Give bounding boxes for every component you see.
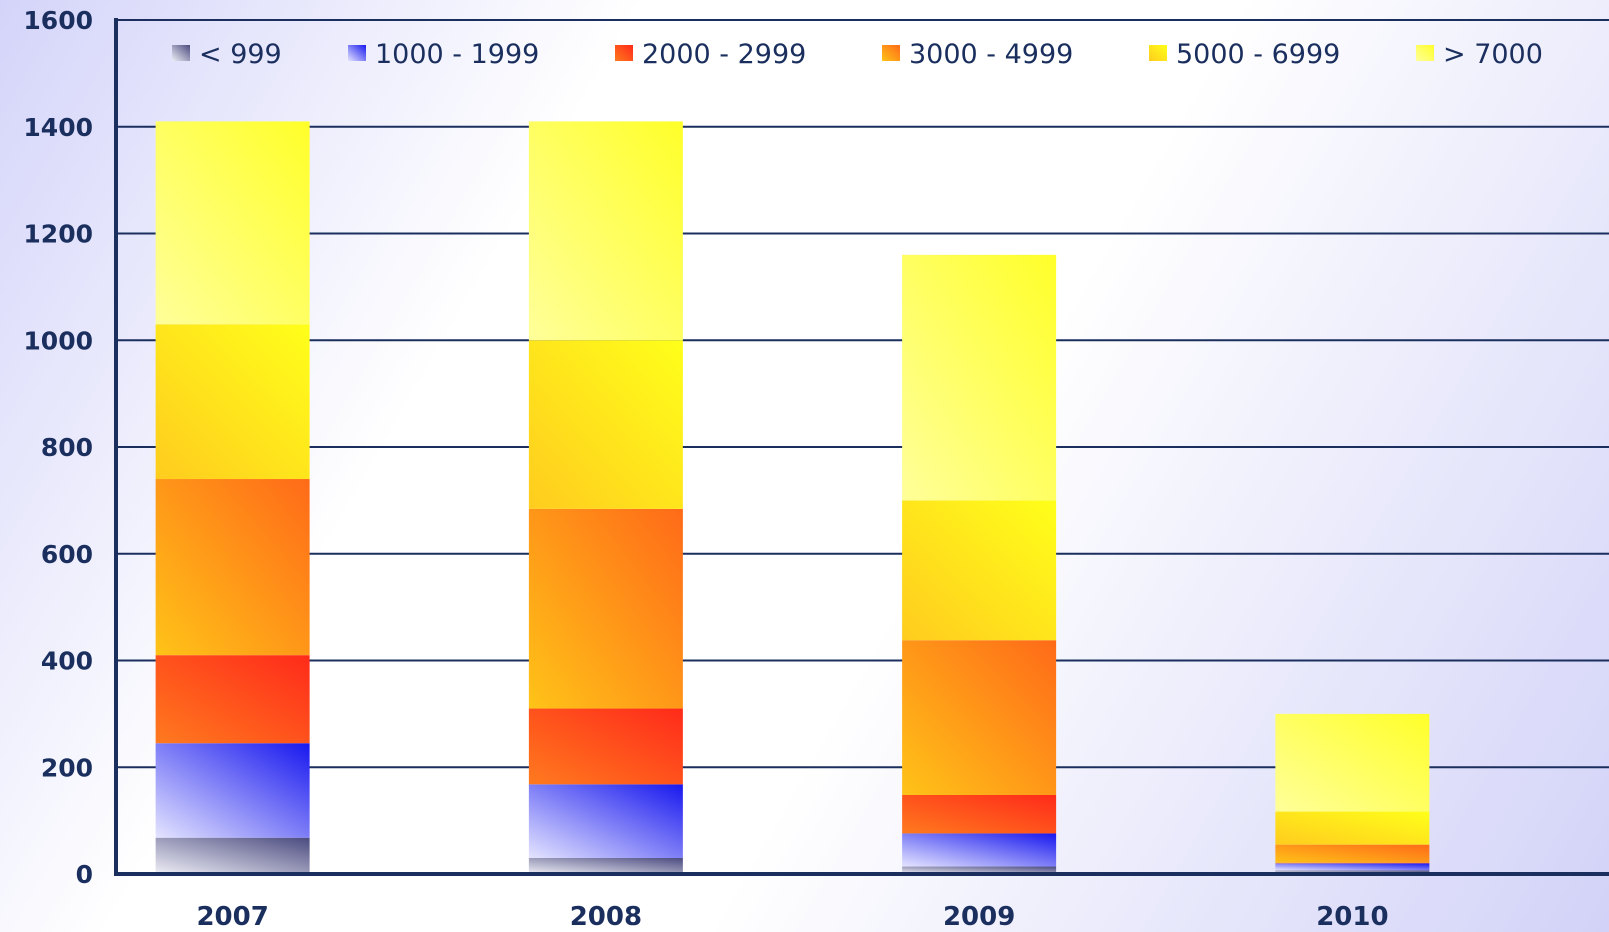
bar-2008-1 [528,784,683,858]
legend-label: > 7000 [1443,39,1543,70]
x-category-labels: 2007 2008 2009 2010 [196,902,1388,932]
axes [114,18,1609,876]
legend-swatch [348,45,366,61]
bar-2009-5 [902,254,1057,501]
y-tick-label: 1400 [23,113,93,142]
bars [155,121,1430,874]
y-tick-label: 600 [41,540,93,569]
bar-2009-2 [902,795,1057,834]
bar-2009-0 [902,866,1057,874]
bar-2010-3 [1275,844,1430,863]
bar-2010-2 [1275,862,1430,864]
bar-2010-5 [1275,713,1430,812]
legend-swatch [172,45,190,61]
bar-2007-1 [155,743,310,838]
y-tick-labels: 0 200 400 600 800 1000 1200 1400 1600 [23,6,93,889]
bar-2008-5 [528,121,683,341]
legend-swatch [882,45,900,61]
legend: < 999 1000 - 1999 2000 - 2999 3000 - 4999 50… [172,39,1543,70]
legend-label: 1000 - 1999 [375,39,539,70]
legend-label: 5000 - 6999 [1176,39,1340,70]
bar-2007-5 [155,121,310,325]
bar-2010-1 [1275,863,1430,871]
bar-2007-2 [155,655,310,744]
bar-2008-0 [528,857,683,874]
bar-2009-4 [902,500,1057,641]
y-tick-label: 1000 [23,326,93,355]
bar-2009-1 [902,833,1057,867]
legend-swatch [1149,45,1167,61]
bar-2008-4 [528,340,683,509]
y-tick-label: 1600 [23,6,93,35]
bar-2008-3 [528,508,683,709]
y-tick-label: 800 [41,433,93,462]
x-category-label: 2009 [943,902,1015,932]
y-tick-label: 1200 [23,220,93,249]
bar-2007-3 [155,479,310,656]
y-tick-label: 200 [41,753,93,782]
x-category-label: 2008 [570,902,642,932]
bar-2010-4 [1275,811,1430,845]
bar-2009-3 [902,640,1057,796]
gridlines [116,19,1609,769]
legend-swatch [615,45,633,61]
legend-label: 3000 - 4999 [909,39,1073,70]
y-tick-label: 400 [41,647,93,676]
y-tick-label: 0 [76,860,93,889]
legend-label: < 999 [199,39,282,70]
legend-label: 2000 - 2999 [642,39,806,70]
legend-swatch [1416,45,1434,61]
x-category-label: 2010 [1316,902,1388,932]
bar-2008-2 [528,708,683,785]
bar-2007-0 [155,837,310,874]
x-category-label: 2007 [196,902,268,932]
bar-2007-4 [155,324,310,480]
